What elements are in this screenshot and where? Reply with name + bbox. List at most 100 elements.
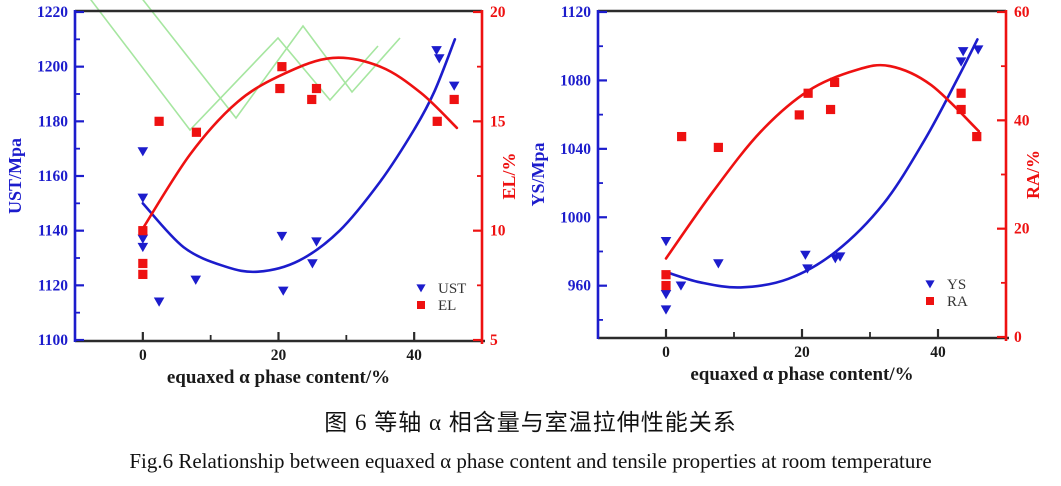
data-point-triangle <box>137 242 149 253</box>
y-axis-title-right: EL/% <box>499 152 519 199</box>
left-tick-label: 1040 <box>560 141 591 158</box>
data-point-square <box>794 110 804 120</box>
watermark-lines <box>90 0 401 132</box>
data-point-triangle <box>660 290 672 300</box>
y-axis-title-left: UST/Mpa <box>5 138 25 214</box>
data-point-square <box>956 88 966 98</box>
left-tick-label: 1200 <box>37 59 68 76</box>
data-point-triangle <box>277 286 289 296</box>
left-tick-label: 1080 <box>560 72 591 89</box>
el-fit-curve <box>141 56 459 230</box>
figure-caption-zh: 图 6 等轴 α 相含量与室温拉伸性能关系 <box>324 410 737 435</box>
data-point-triangle <box>190 275 202 285</box>
data-point-square <box>307 94 317 105</box>
x-axis-title: equaxed α phase content/% <box>167 367 390 388</box>
data-point-triangle <box>448 81 460 91</box>
ra-fit-curve <box>664 63 981 260</box>
x-tick-label: 0 <box>662 344 670 361</box>
y-axis-title-right: RA/% <box>1023 150 1043 199</box>
right-tick-label: 20 <box>490 4 506 21</box>
axes: 960 1000 1040 1080 1120 0 20 40 60 0 20 40 <box>560 4 1030 361</box>
data-point-square <box>661 270 671 280</box>
data-point-triangle <box>675 281 687 291</box>
ust-points <box>137 46 460 307</box>
legend-label: RA <box>947 294 968 310</box>
ra-points <box>661 77 982 291</box>
ust-fit-curve <box>141 38 457 274</box>
ys-fit-curve <box>664 38 979 289</box>
data-point-triangle <box>972 45 984 55</box>
data-point-square <box>803 88 813 98</box>
legend-label: EL <box>438 298 456 314</box>
left-chart: 1100 1120 1140 1160 1180 1200 1220 5 10 15 20 0 20 40… <box>5 0 519 388</box>
data-point-square <box>154 116 164 126</box>
figure-caption-en: Fig.6 Relationship between equaxed α pha… <box>129 449 932 473</box>
data-point-triangle <box>713 259 724 269</box>
left-tick-label: 960 <box>568 278 592 295</box>
data-point-square <box>138 226 148 236</box>
data-point-square <box>432 116 442 126</box>
legend-marker-square <box>417 301 425 309</box>
data-point-triangle <box>137 193 149 203</box>
right-tick-label: 20 <box>1014 221 1030 238</box>
x-tick-label: 20 <box>794 344 810 361</box>
left-tick-label: 1220 <box>37 4 68 21</box>
x-tick-label: 0 <box>139 347 147 364</box>
left-tick-label: 1000 <box>560 209 591 226</box>
legend-marker-triangle <box>925 280 935 289</box>
data-point-square <box>825 104 836 115</box>
data-point-triangle <box>153 297 165 307</box>
watermark-zigzag <box>90 0 379 132</box>
data-point-triangle <box>276 231 288 242</box>
data-point-square <box>275 83 285 94</box>
data-point-triangle <box>431 46 442 56</box>
data-point-triangle <box>957 47 969 57</box>
ys-points <box>660 45 984 315</box>
data-point-triangle <box>955 57 967 67</box>
data-point-square <box>191 127 202 137</box>
charts-canvas: 1100 1120 1140 1160 1180 1200 1220 5 10 15 20 0 20 40… <box>5 0 1043 388</box>
left-tick-label: 1180 <box>38 113 68 130</box>
data-point-triangle <box>660 237 672 247</box>
data-point-square <box>677 131 687 142</box>
data-point-triangle <box>137 147 149 157</box>
el-points <box>138 62 459 279</box>
y-axis-title-left: YS/Mpa <box>528 142 548 206</box>
right-tick-label: 10 <box>490 223 506 240</box>
right-tick-label: 5 <box>490 332 498 349</box>
legend-marker-square <box>926 297 934 305</box>
data-point-square <box>138 258 148 269</box>
data-point-square <box>449 94 459 105</box>
left-tick-label: 1100 <box>38 332 68 349</box>
data-point-square <box>830 77 840 88</box>
data-point-square <box>138 269 148 279</box>
data-point-triangle <box>137 234 149 244</box>
data-point-triangle <box>311 237 322 247</box>
data-point-triangle <box>660 305 672 315</box>
x-axis-title: equaxed α phase content/% <box>690 364 913 385</box>
data-point-square <box>661 280 671 291</box>
right-tick-label: 60 <box>1014 4 1030 21</box>
data-point-triangle <box>834 252 846 262</box>
right-tick-label: 40 <box>1014 112 1030 129</box>
data-point-square <box>972 131 982 142</box>
axes: 1100 1120 1140 1160 1180 1200 1220 5 10 15 20 0 20 40 <box>37 4 506 364</box>
x-tick-label: 40 <box>406 347 422 364</box>
legend-label: YS <box>947 277 966 293</box>
data-point-square <box>311 83 322 94</box>
data-point-triangle <box>307 259 318 269</box>
data-point-triangle <box>433 54 445 64</box>
data-point-triangle <box>802 264 813 274</box>
legend-label: UST <box>438 281 466 297</box>
watermark-zigzag <box>142 0 401 120</box>
right-tick-label: 0 <box>1014 329 1022 346</box>
x-tick-label: 20 <box>271 347 287 364</box>
data-point-square <box>956 104 966 115</box>
left-tick-label: 1160 <box>38 168 68 185</box>
right-chart: 960 1000 1040 1080 1120 0 20 40 60 0 20 40 YS/Mpa RA/… <box>528 4 1043 385</box>
data-point-square <box>277 62 287 72</box>
left-tick-label: 1120 <box>38 277 68 294</box>
